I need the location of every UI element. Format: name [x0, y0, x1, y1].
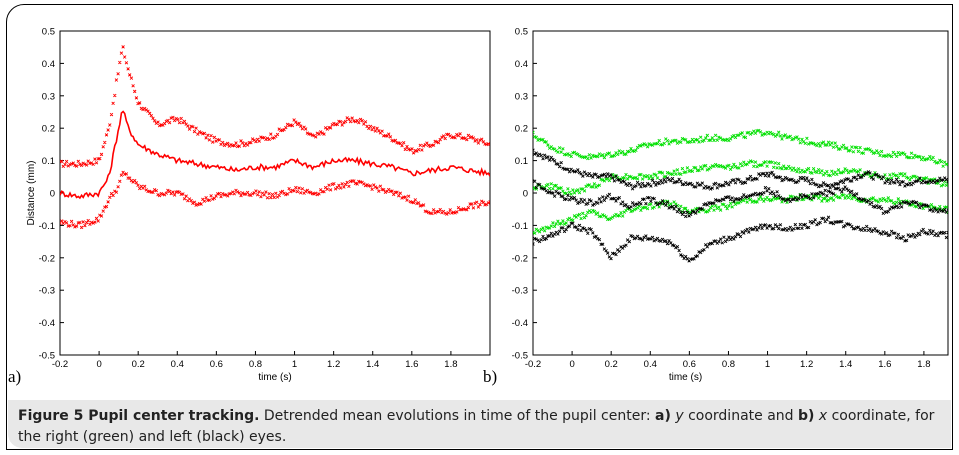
figure-frame	[6, 4, 953, 450]
y-tick-label: 0.2	[42, 124, 55, 135]
x-tick-label: -0.2	[525, 359, 541, 370]
x-tick-label: 0.2	[132, 359, 145, 370]
y-tick-label: 0.5	[42, 27, 55, 38]
chart-b: 0.50.40.30.20.10-0.1-0.2-0.3-0.4-0.5-0.2…	[512, 27, 949, 383]
y-tick-label: 0.3	[515, 91, 528, 102]
x-tick-label: 0.6	[210, 359, 223, 370]
y-tick-label: -0.1	[39, 221, 55, 232]
series-red-1	[60, 110, 490, 200]
x-axis-label: time (s)	[258, 372, 291, 383]
x-tick-label: 0.4	[171, 359, 184, 370]
y-tick-label: -0.1	[512, 221, 528, 232]
x-tick-label: 0.8	[249, 359, 262, 370]
y-tick-label: 0.4	[515, 59, 528, 70]
caption-box	[8, 400, 951, 448]
chart-a: 0.50.40.30.20.10-0.1-0.2-0.3-0.4-0.5-0.2…	[26, 27, 491, 383]
y-tick-label: -0.5	[512, 351, 528, 362]
x-tick-label: 0	[96, 359, 101, 370]
series-black-5	[533, 215, 948, 263]
x-tick-label: 0.6	[683, 359, 696, 370]
y-tick-label: -0.2	[39, 253, 55, 264]
y-tick-label: 0	[50, 189, 55, 200]
series-green-0	[533, 128, 948, 168]
x-tick-label: -0.2	[52, 359, 68, 370]
x-tick-label: 1.2	[800, 359, 813, 370]
series-markers	[533, 159, 948, 196]
x-tick-label: 1.4	[366, 359, 379, 370]
series-markers	[533, 215, 948, 263]
caption-b-var: x	[818, 408, 828, 424]
y-tick-label: 0.1	[42, 156, 55, 167]
y-tick-label: 0.2	[515, 124, 528, 135]
x-tick-label: 0	[569, 359, 574, 370]
x-axis-label: time (s)	[669, 372, 702, 383]
x-tick-label: 0.8	[722, 359, 735, 370]
panel-a-label: a)	[8, 367, 22, 386]
series-black-4	[533, 179, 948, 219]
y-tick-label: -0.4	[39, 318, 55, 329]
caption-a-var: y	[675, 408, 684, 424]
y-tick-label: 0.1	[515, 156, 528, 167]
figure-caption: Figure 5 Pupil center tracking. Detrende…	[18, 406, 943, 448]
x-tick-label: 1.8	[444, 359, 457, 370]
y-tick-label: -0.4	[512, 318, 528, 329]
series-green-1	[533, 159, 948, 196]
series-markers	[533, 128, 948, 168]
x-tick-label: 1.8	[917, 359, 930, 370]
y-tick-label: 0.3	[42, 91, 55, 102]
y-tick-label: -0.5	[39, 351, 55, 362]
x-tick-label: 1	[765, 359, 770, 370]
series-black-3	[533, 148, 948, 191]
x-tick-label: 1.6	[878, 359, 891, 370]
series-markers	[533, 179, 948, 219]
caption-a-label: a)	[655, 408, 671, 424]
caption-text-3: coordinate, for the right (green) and le…	[18, 408, 935, 445]
y-tick-label: 0.5	[515, 27, 528, 38]
series-markers	[533, 148, 948, 191]
y-tick-label: -0.3	[512, 286, 528, 297]
caption-b-label: b)	[797, 408, 815, 424]
series-green-2	[533, 192, 948, 235]
caption-text-2: coordinate and	[683, 408, 798, 424]
y-tick-label: -0.2	[512, 253, 528, 264]
series-red-0	[60, 45, 490, 169]
series-layer	[60, 45, 490, 230]
y-axis-label: Distance (mm)	[26, 160, 37, 225]
series-markers	[60, 170, 490, 230]
series-line	[60, 110, 490, 200]
x-tick-label: 1.6	[405, 359, 418, 370]
panel-b-label: b)	[483, 367, 498, 386]
figure-plots: 0.50.40.30.20.10-0.1-0.2-0.3-0.4-0.5-0.2…	[26, 27, 949, 383]
series-red-2	[60, 170, 490, 230]
figure-label: Figure 5 Pupil center tracking.	[18, 408, 260, 424]
caption-text-1: Detrended mean evolutions in time of the…	[259, 408, 656, 424]
x-tick-label: 1.4	[839, 359, 852, 370]
x-tick-label: 1	[292, 359, 297, 370]
series-markers	[60, 45, 490, 169]
x-tick-label: 1.2	[327, 359, 340, 370]
x-tick-label: 0.4	[644, 359, 657, 370]
series-layer	[533, 128, 948, 263]
y-tick-label: 0	[523, 189, 528, 200]
plot-area	[532, 30, 949, 356]
x-tick-label: 0.2	[605, 359, 618, 370]
y-tick-label: -0.3	[39, 286, 55, 297]
series-markers	[533, 192, 948, 235]
y-tick-label: 0.4	[42, 59, 55, 70]
